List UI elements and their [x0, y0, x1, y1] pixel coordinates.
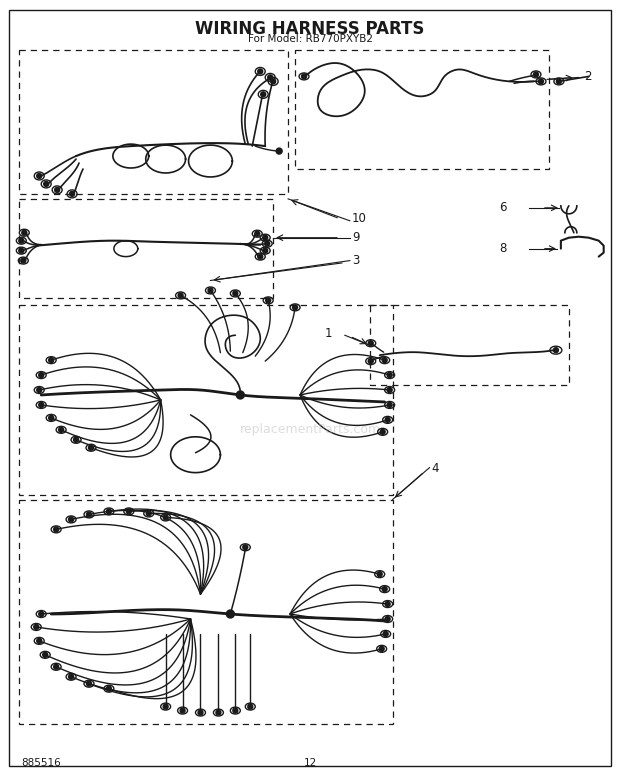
- Text: 8: 8: [500, 242, 507, 255]
- Circle shape: [38, 372, 43, 378]
- Circle shape: [54, 664, 59, 669]
- Circle shape: [263, 248, 268, 253]
- Circle shape: [146, 511, 151, 516]
- Circle shape: [69, 192, 74, 196]
- Bar: [19, 500, 392, 723]
- Circle shape: [265, 241, 270, 246]
- Circle shape: [276, 148, 282, 154]
- Circle shape: [37, 174, 42, 178]
- Circle shape: [180, 708, 185, 713]
- Text: 3: 3: [352, 254, 359, 267]
- Text: 2: 2: [584, 70, 591, 83]
- Circle shape: [263, 235, 268, 240]
- Text: For Model: RB770PXYB2: For Model: RB770PXYB2: [247, 34, 373, 44]
- Circle shape: [368, 341, 373, 346]
- Circle shape: [233, 291, 238, 296]
- Circle shape: [382, 586, 387, 592]
- Circle shape: [385, 601, 390, 607]
- Text: 10: 10: [352, 212, 366, 225]
- Circle shape: [236, 391, 244, 399]
- Circle shape: [87, 681, 92, 686]
- Circle shape: [271, 79, 276, 84]
- Circle shape: [37, 388, 42, 393]
- Circle shape: [19, 248, 24, 253]
- Circle shape: [387, 372, 392, 378]
- Text: WIRING HARNESS PARTS: WIRING HARNESS PARTS: [195, 20, 425, 38]
- Circle shape: [380, 429, 385, 434]
- Circle shape: [107, 686, 112, 691]
- Circle shape: [22, 230, 27, 235]
- Circle shape: [19, 239, 24, 243]
- Circle shape: [21, 258, 26, 263]
- Circle shape: [33, 625, 38, 630]
- Circle shape: [69, 674, 74, 680]
- Circle shape: [59, 427, 64, 432]
- Circle shape: [266, 298, 271, 303]
- Bar: [19, 49, 288, 194]
- Circle shape: [255, 231, 260, 236]
- Circle shape: [533, 72, 539, 77]
- Circle shape: [385, 616, 390, 622]
- Circle shape: [178, 293, 183, 298]
- Circle shape: [37, 638, 42, 644]
- Circle shape: [377, 572, 382, 576]
- Bar: [19, 199, 273, 299]
- Circle shape: [54, 527, 59, 532]
- Text: 12: 12: [303, 759, 317, 768]
- Circle shape: [554, 348, 559, 353]
- Circle shape: [126, 509, 131, 514]
- Circle shape: [261, 91, 266, 97]
- Circle shape: [74, 437, 79, 443]
- Text: 9: 9: [352, 231, 360, 244]
- Circle shape: [49, 415, 54, 421]
- Circle shape: [43, 181, 49, 186]
- Circle shape: [107, 509, 112, 514]
- Circle shape: [243, 545, 248, 550]
- Circle shape: [216, 710, 221, 715]
- Circle shape: [556, 79, 561, 84]
- Circle shape: [163, 515, 168, 520]
- Circle shape: [38, 612, 43, 616]
- Circle shape: [539, 79, 544, 84]
- Circle shape: [163, 704, 168, 709]
- Text: 6: 6: [500, 201, 507, 214]
- Circle shape: [233, 708, 238, 713]
- Circle shape: [301, 74, 306, 79]
- Circle shape: [379, 647, 384, 651]
- Bar: [295, 49, 549, 169]
- Circle shape: [208, 288, 213, 293]
- Circle shape: [293, 305, 298, 310]
- Circle shape: [38, 403, 43, 407]
- Bar: [19, 306, 392, 494]
- Circle shape: [43, 652, 48, 658]
- Circle shape: [226, 610, 234, 618]
- Circle shape: [368, 359, 373, 364]
- Text: 885516: 885516: [21, 759, 61, 768]
- Circle shape: [198, 710, 203, 715]
- Circle shape: [258, 69, 263, 74]
- Circle shape: [268, 75, 273, 80]
- Bar: [370, 306, 569, 385]
- Circle shape: [55, 188, 60, 192]
- Text: 4: 4: [432, 462, 439, 475]
- Circle shape: [89, 445, 94, 450]
- Circle shape: [387, 388, 392, 393]
- Text: 1: 1: [324, 327, 332, 339]
- Circle shape: [248, 704, 253, 709]
- Circle shape: [258, 254, 263, 259]
- Circle shape: [385, 418, 390, 422]
- Circle shape: [383, 631, 388, 637]
- Circle shape: [382, 357, 387, 363]
- Circle shape: [49, 357, 54, 363]
- Circle shape: [87, 512, 92, 517]
- Text: replacementParts.com: replacementParts.com: [239, 423, 381, 436]
- Circle shape: [69, 517, 74, 522]
- Circle shape: [387, 403, 392, 407]
